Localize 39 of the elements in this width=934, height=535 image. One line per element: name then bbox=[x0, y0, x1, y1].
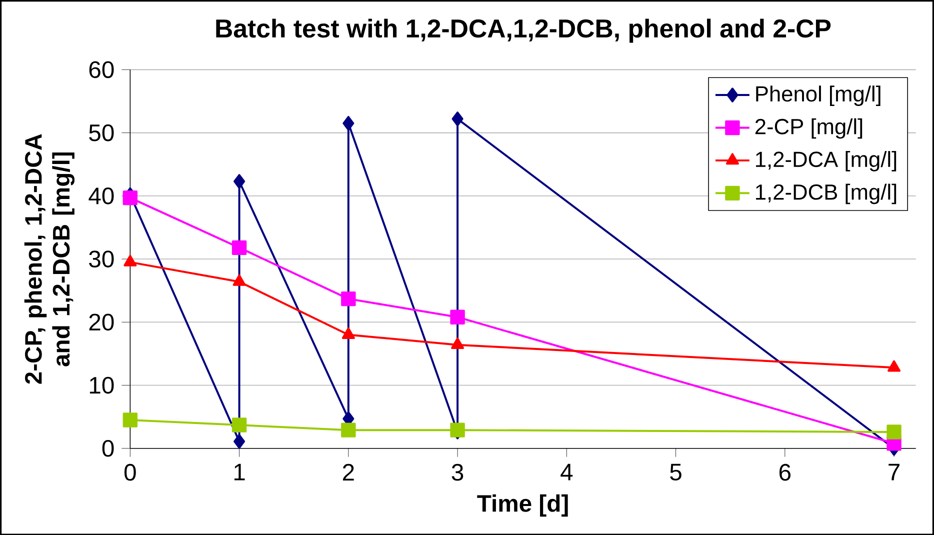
y-tick-label: 20 bbox=[89, 314, 114, 330]
point bbox=[124, 254, 137, 266]
point bbox=[232, 418, 247, 432]
chart-title: Batch test with 1,2-DCA,1,2-DCB, phenol and 2-CP bbox=[216, 18, 831, 43]
y-tick-label: 30 bbox=[89, 250, 114, 268]
x-tick-label: 0 bbox=[124, 464, 136, 481]
y-tick-label: 40 bbox=[88, 187, 114, 204]
point bbox=[452, 111, 464, 126]
legend-label: Phenol [mg/l] bbox=[756, 85, 880, 106]
point bbox=[234, 434, 246, 449]
x-tick-label: 4 bbox=[560, 464, 573, 480]
point bbox=[886, 424, 902, 440]
legend-label: 2-CP [mg/l] bbox=[755, 118, 862, 138]
point bbox=[232, 274, 246, 286]
legend-label: 1,2-DCB [mg/l] bbox=[756, 184, 896, 204]
point bbox=[122, 412, 138, 428]
x-tick-label: 3 bbox=[452, 464, 464, 481]
point bbox=[342, 327, 355, 339]
legend-label: 1,2-DCA [mg/l] bbox=[756, 150, 896, 172]
y-tick-label: 10 bbox=[90, 376, 114, 394]
point bbox=[341, 422, 356, 438]
point bbox=[888, 360, 901, 372]
y-tick-label: 50 bbox=[89, 124, 114, 142]
point bbox=[341, 291, 356, 306]
y-tick-label: 60 bbox=[89, 61, 114, 78]
point bbox=[232, 240, 247, 255]
point bbox=[122, 190, 138, 205]
x-tick-label: 2 bbox=[342, 464, 354, 480]
point bbox=[234, 174, 246, 189]
x-tick-label: 6 bbox=[779, 464, 790, 481]
x-tick-label: 7 bbox=[888, 464, 900, 480]
point bbox=[451, 337, 464, 349]
y-tick-label: 0 bbox=[102, 440, 114, 457]
point bbox=[450, 310, 465, 324]
x-axis-title: Time [d] bbox=[477, 494, 568, 516]
y-axis-title: 2-CP, phenol, 1,2-DCA and 1,2-DCB [mg/l] bbox=[24, 134, 75, 384]
point bbox=[342, 116, 354, 131]
x-tick-label: 5 bbox=[670, 464, 682, 480]
x-tick-label: 1 bbox=[234, 464, 245, 480]
